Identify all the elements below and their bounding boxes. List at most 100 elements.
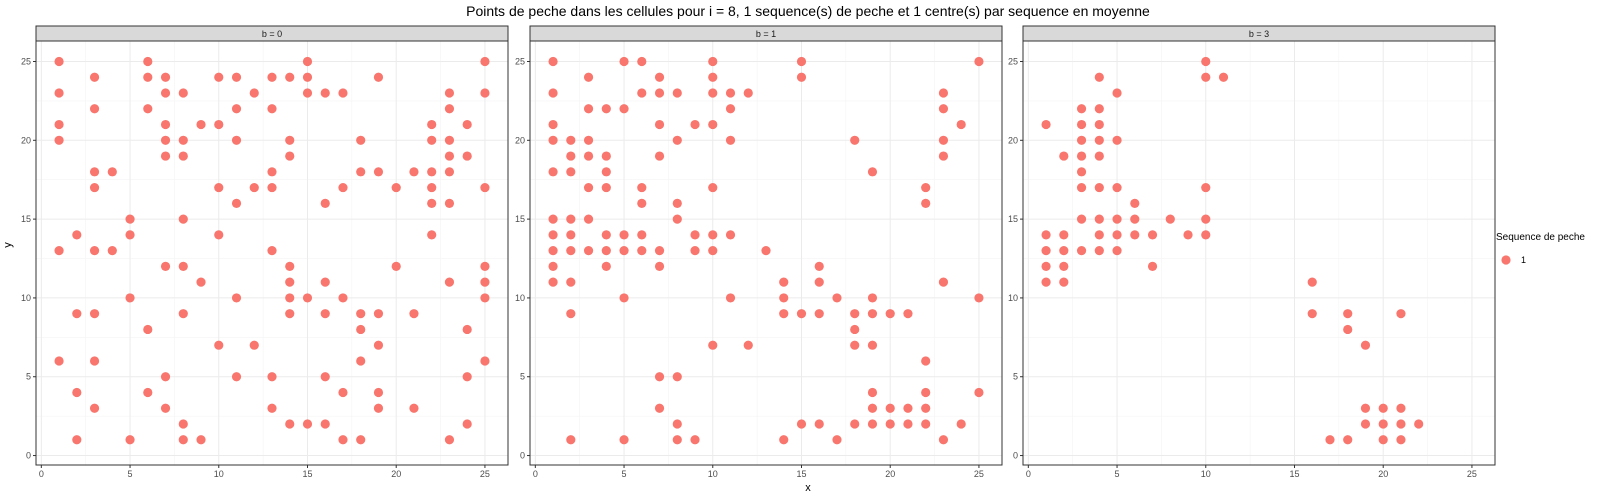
data-point — [814, 419, 824, 429]
data-point — [1041, 230, 1051, 240]
data-point — [480, 182, 490, 193]
data-point — [338, 387, 348, 398]
data-point — [196, 435, 206, 445]
data-point — [548, 246, 558, 256]
data-point — [921, 387, 931, 398]
data-point — [427, 198, 437, 208]
data-point — [54, 135, 64, 145]
x-axis-title: x — [805, 482, 811, 494]
facet-panel: b = 1 0 5 10 15 20 25 0 5 10 15 20 25 — [515, 25, 1003, 479]
legend-key-marker — [1501, 255, 1511, 265]
data-point — [338, 182, 348, 193]
data-point — [89, 246, 100, 256]
data-point — [619, 56, 629, 67]
data-point — [814, 277, 824, 287]
data-point — [462, 419, 472, 429]
data-point — [708, 72, 718, 82]
data-point — [672, 419, 682, 429]
y-tick-label: 10 — [515, 293, 525, 303]
data-point — [320, 277, 330, 287]
facet-panels: b = 0 0 5 10 15 20 25 0 5 10 15 20 25 b = 1 0 5 10 15 20 25… — [21, 25, 1496, 479]
data-point — [637, 230, 647, 240]
data-point — [1130, 214, 1140, 224]
data-point — [1343, 435, 1353, 445]
data-point — [921, 403, 931, 413]
data-point — [1112, 230, 1122, 240]
x-tick-label: 15 — [796, 469, 806, 479]
data-point — [249, 340, 259, 350]
data-point — [832, 293, 842, 303]
data-point — [391, 261, 401, 271]
data-point — [637, 198, 647, 208]
data-point — [196, 277, 206, 287]
data-point — [356, 167, 366, 177]
data-point — [1094, 151, 1104, 161]
data-point — [54, 119, 64, 130]
data-point — [427, 167, 437, 177]
data-point — [143, 387, 153, 398]
data-point — [548, 214, 558, 224]
data-point — [1147, 230, 1158, 240]
x-tick-label: 25 — [480, 469, 490, 479]
data-point — [444, 198, 455, 208]
data-point — [566, 246, 576, 256]
data-point — [267, 167, 277, 177]
data-point — [409, 403, 419, 413]
data-point — [1094, 214, 1104, 224]
data-point — [921, 198, 931, 208]
data-point — [1076, 246, 1087, 256]
data-point — [619, 435, 629, 445]
data-point — [548, 277, 558, 287]
data-point — [178, 419, 188, 429]
data-point — [601, 104, 611, 114]
y-tick-label: 25 — [515, 56, 525, 66]
y-tick-label: 15 — [1008, 214, 1018, 224]
data-point — [1130, 198, 1140, 208]
data-point — [1059, 151, 1069, 161]
legend-title: Sequence de peche — [1496, 232, 1585, 243]
data-point — [956, 419, 966, 429]
data-point — [267, 182, 277, 193]
x-tick-label: 10 — [1201, 469, 1211, 479]
data-point — [1218, 72, 1229, 82]
data-point — [619, 104, 629, 114]
data-point — [637, 182, 647, 193]
data-point — [391, 182, 401, 193]
data-point — [160, 72, 171, 82]
data-point — [1041, 277, 1051, 287]
data-point — [583, 135, 594, 145]
data-point — [1094, 230, 1104, 240]
data-point — [302, 419, 313, 429]
data-point — [125, 435, 135, 445]
data-point — [285, 277, 295, 287]
data-point — [548, 135, 558, 145]
data-point — [654, 246, 665, 256]
data-point — [601, 167, 611, 177]
data-point — [725, 230, 736, 240]
data-point — [214, 230, 224, 240]
data-point — [462, 372, 472, 382]
panel-border — [529, 40, 1003, 466]
data-point — [89, 356, 100, 366]
data-point — [320, 419, 330, 429]
data-point — [619, 230, 629, 240]
panel-border — [1022, 40, 1496, 466]
data-point — [654, 403, 665, 413]
x-tick-label: 5 — [128, 469, 133, 479]
data-point — [89, 182, 100, 193]
data-point — [356, 435, 366, 445]
data-point — [867, 387, 878, 398]
data-point — [462, 119, 472, 130]
data-point — [637, 246, 647, 256]
data-point — [867, 419, 878, 429]
data-point — [1201, 72, 1211, 82]
data-point — [1094, 119, 1104, 130]
data-point — [1360, 403, 1371, 413]
data-point — [1076, 119, 1087, 130]
data-point — [1094, 104, 1104, 114]
data-point — [125, 293, 135, 303]
chart-title: Points de peche dans les cellules pour i… — [466, 3, 1150, 19]
data-point — [1059, 230, 1069, 240]
data-point — [1360, 419, 1371, 429]
data-point — [583, 182, 594, 193]
